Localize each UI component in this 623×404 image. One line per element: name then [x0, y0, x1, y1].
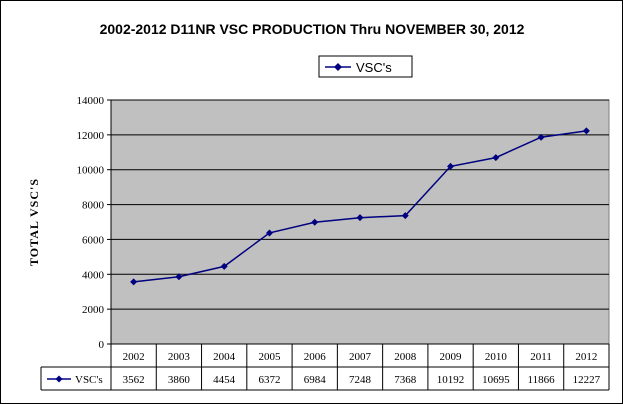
data-point-2003	[175, 273, 183, 281]
x-category-label: 2002	[123, 351, 145, 363]
data-point-2006	[311, 218, 319, 226]
data-table: 2002 2003 2004 2005 2006 2007 2008 2009 2010 2011…	[40, 344, 610, 391]
y-tick-label: 10000	[77, 165, 105, 177]
data-point-2010	[492, 154, 500, 162]
x-category-label: 2004	[213, 351, 236, 363]
table-value-2007: 7248	[349, 374, 372, 386]
table-value-2006: 6984	[304, 374, 327, 386]
y-tick-label: 8000	[82, 200, 105, 212]
x-category-label: 2009	[440, 351, 463, 363]
y-tick-label: 14000	[77, 95, 105, 107]
table-value-2004: 4454	[213, 374, 236, 386]
table-value-2009: 10192	[437, 374, 465, 386]
x-category-label: 2005	[258, 351, 281, 363]
y-tick-label: 0	[99, 339, 105, 351]
x-category-label: 2008	[394, 351, 417, 363]
table-value-2012: 12227	[573, 374, 601, 386]
y-tick-label: 4000	[82, 269, 105, 281]
x-category-label: 2006	[304, 351, 327, 363]
data-point-2009	[447, 162, 455, 170]
legend: VSC's	[318, 55, 413, 78]
data-point-2011	[537, 133, 545, 141]
data-point-2002	[130, 278, 138, 286]
x-category-label: 2007	[349, 351, 372, 363]
x-category-label: 2012	[575, 351, 597, 363]
data-point-2007	[356, 214, 364, 222]
legend-box	[318, 55, 413, 78]
series-group	[130, 127, 590, 286]
table-value-2010: 10695	[482, 374, 510, 386]
table-value-2003: 3860	[168, 374, 191, 386]
y-tick-label: 6000	[82, 234, 105, 246]
plot-area	[110, 99, 610, 345]
chart-title: 2002-2012 D11NR VSC PRODUCTION Thru NOVE…	[100, 21, 525, 37]
data-point-2008	[401, 212, 409, 220]
table-value-2005: 6372	[258, 374, 280, 386]
x-category-label: 2010	[485, 351, 508, 363]
y-axis-label: TOTAL VSC'S	[27, 178, 41, 266]
data-point-2005	[265, 229, 273, 237]
data-point-2012	[582, 127, 590, 135]
table-series-name: VSC's	[75, 374, 103, 386]
x-category-label: 2003	[168, 351, 191, 363]
legend-diamond-marker	[334, 63, 342, 71]
table-value-2008: 7368	[394, 374, 417, 386]
table-legend-diamond	[55, 375, 63, 383]
y-tick-labels: 0 2000 4000 6000 8000 10000 12000 14000	[77, 95, 609, 351]
x-category-label: 2011	[530, 351, 552, 363]
data-point-2004	[220, 262, 228, 270]
y-tick-label: 12000	[77, 130, 105, 142]
y-tick-label: 2000	[82, 304, 105, 316]
gridlines	[111, 99, 609, 310]
table-value-2011: 11866	[528, 374, 556, 386]
legend-series-name: VSC's	[356, 60, 392, 75]
table-value-2002: 3562	[123, 374, 145, 386]
